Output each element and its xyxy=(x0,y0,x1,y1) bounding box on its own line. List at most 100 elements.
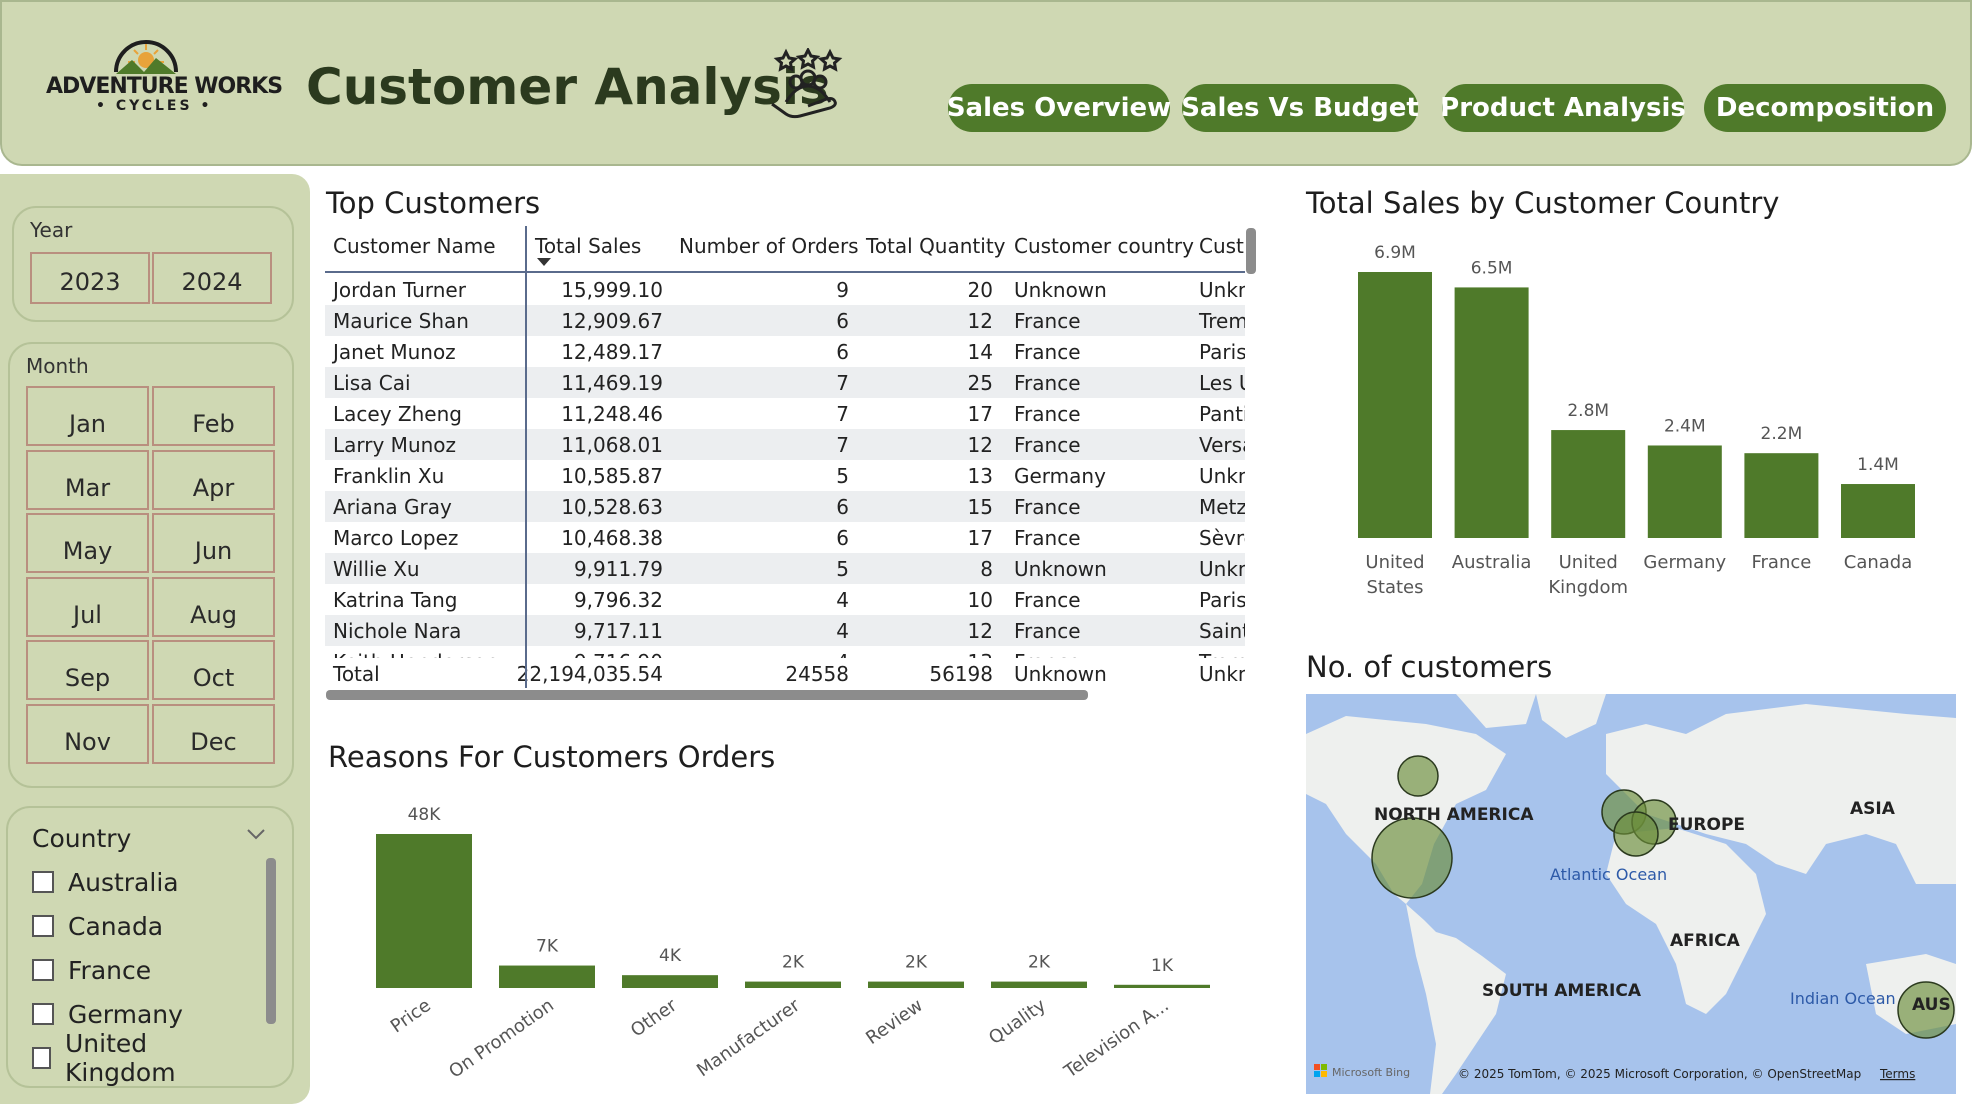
month-tile-sep[interactable]: Sep xyxy=(26,640,149,700)
column-header-number-of-orders[interactable]: Number of Orders xyxy=(679,234,859,258)
cell-total-sales: 12,489.17 xyxy=(561,340,663,364)
country-slicer-title: Country xyxy=(32,824,132,853)
table-horizontal-scrollbar[interactable] xyxy=(326,690,1088,700)
table-row[interactable]: Lisa Cai 11,469.19 7 25 France Les U xyxy=(325,367,1245,398)
checkbox[interactable] xyxy=(32,871,54,893)
country-option-australia[interactable]: Australia xyxy=(32,860,232,904)
cell-customer-country: Germany xyxy=(1014,464,1106,488)
cell-customer-name: Ariana Gray xyxy=(333,495,452,519)
column-header-total-quantity[interactable]: Total Quantity xyxy=(866,234,1006,258)
order-reasons-card xyxy=(312,728,1276,1104)
bar-canada[interactable] xyxy=(1841,484,1915,538)
column-header-total-sales[interactable]: Total Sales xyxy=(535,234,642,258)
cell-number-of-orders: 7 xyxy=(836,371,849,395)
cell-number-of-orders: 7 xyxy=(836,433,849,457)
bar-germany[interactable] xyxy=(1647,445,1722,538)
checkbox[interactable] xyxy=(32,1047,51,1069)
month-tile-nov[interactable]: Nov xyxy=(26,703,149,764)
year-tile-2024[interactable]: 2024 xyxy=(152,252,272,304)
country-option-germany[interactable]: Germany xyxy=(32,992,232,1036)
map-label-africa: AFRICA xyxy=(1670,931,1741,951)
checkbox[interactable] xyxy=(32,959,54,981)
bar-quality[interactable] xyxy=(991,981,1087,988)
table-row[interactable]: Willie Xu 9,911.79 5 8 Unknown Unkn xyxy=(325,553,1245,584)
month-tile-jan[interactable]: Jan xyxy=(26,386,149,446)
country-option-label: United Kingdom xyxy=(64,1029,176,1087)
table-row[interactable]: Larry Munoz 11,068.01 7 12 France Versa xyxy=(325,429,1245,460)
bar-television-a-[interactable] xyxy=(1114,984,1210,988)
cell-total-quantity: 17 xyxy=(967,526,993,550)
column-header-customer-city[interactable]: Custo xyxy=(1199,234,1245,258)
table-row[interactable]: Maurice Shan 12,909.67 6 12 France Trem xyxy=(325,305,1245,336)
table-row[interactable]: Marco Lopez 10,468.38 6 17 France Sèvre xyxy=(325,522,1245,553)
checkbox[interactable] xyxy=(32,1003,54,1025)
column-header-customer-name[interactable]: Customer Name xyxy=(333,234,496,258)
country-option-france[interactable]: France xyxy=(32,948,232,992)
cell-customer-name: Willie Xu xyxy=(333,557,420,581)
cell-customer-country: France xyxy=(1014,402,1081,426)
table-vertical-scrollbar[interactable] xyxy=(1246,228,1256,274)
month-tile-mar[interactable]: Mar xyxy=(26,449,149,510)
month-tile-may[interactable]: May xyxy=(26,513,149,573)
cell-total-sales: 11,469.19 xyxy=(561,371,663,395)
table-row[interactable]: Katrina Tang 9,796.32 4 10 France Paris xyxy=(325,584,1245,615)
nav-decomposition-button[interactable]: Decomposition xyxy=(1704,84,1946,132)
table-row[interactable]: Franklin Xu 10,585.87 5 13 Germany Unkn xyxy=(325,460,1245,491)
map-terms-link[interactable]: Terms xyxy=(1879,1067,1915,1081)
month-tile-dec[interactable]: Dec xyxy=(152,703,275,764)
table-row[interactable]: Keith Henderson9,716.90413 France Trem xyxy=(325,646,1245,658)
table-row[interactable]: Lacey Zheng 11,248.46 7 17 France Panti xyxy=(325,398,1245,429)
nav-product-analysis-button[interactable]: Product Analysis xyxy=(1440,84,1686,132)
month-tile-apr[interactable]: Apr xyxy=(152,449,275,510)
map-label-north-america: NORTH AMERICA xyxy=(1374,805,1534,825)
cell-customer-city: Trem xyxy=(1199,650,1245,658)
country-option-united-kingdom[interactable]: United Kingdom xyxy=(32,1029,232,1087)
cell-total-sales: 10,528.63 xyxy=(561,495,663,519)
checkbox[interactable] xyxy=(32,915,54,937)
cell-customer-city: Metz xyxy=(1199,495,1245,519)
month-tile-jul[interactable]: Jul xyxy=(26,576,149,637)
country-option-canada[interactable]: Canada xyxy=(32,904,232,948)
month-tile-feb[interactable]: Feb xyxy=(152,386,275,446)
country-option-label: Australia xyxy=(68,867,179,897)
nav-sales-vs-budget-button[interactable]: Sales Vs Budget xyxy=(1181,84,1419,132)
cell-customer-country: France xyxy=(1014,526,1081,550)
month-tile-oct[interactable]: Oct xyxy=(152,640,275,700)
chevron-down-icon[interactable] xyxy=(246,828,266,842)
customers-rating-icon xyxy=(771,48,843,119)
table-row[interactable]: Jordan Turner 15,999.10 9 20 Unknown Unkn xyxy=(325,274,1245,305)
table-row[interactable]: Ariana Gray 10,528.63 6 15 France Metz xyxy=(325,491,1245,522)
customers-map[interactable]: NORTH AMERICA EUROPE ASIA Atlantic Ocean… xyxy=(1306,694,1956,1094)
column-header-customer-country[interactable]: Customer country xyxy=(1014,234,1194,258)
map-label-south-america: SOUTH AMERICA xyxy=(1482,981,1642,1001)
year-slicer: Year 2023 2024 xyxy=(12,206,294,322)
table-body: Jordan Turner 15,999.10 9 20 Unknown Unkn Maur… xyxy=(325,274,1245,658)
month-tile-jun[interactable]: Jun xyxy=(152,513,275,573)
cell-customer-name: Marco Lopez xyxy=(333,526,459,550)
category-label: Review xyxy=(862,995,927,1049)
table-row[interactable]: Nichole Nara 9,717.11 4 12 France Saint xyxy=(325,615,1245,646)
bar-australia[interactable] xyxy=(1454,287,1529,538)
map-attribution[interactable]: © 2025 TomTom, © 2025 Microsoft Corporat… xyxy=(1458,1067,1861,1081)
bar-other[interactable] xyxy=(622,975,718,988)
year-tile-2023[interactable]: 2023 xyxy=(30,252,150,304)
bar-united-states[interactable] xyxy=(1358,272,1432,538)
cell-total-sales: 9,717.11 xyxy=(573,619,663,643)
table-row[interactable]: Janet Munoz 12,489.17 6 14 France Paris xyxy=(325,336,1245,367)
cell-customer-name: Janet Munoz xyxy=(333,340,456,364)
country-list-scrollbar[interactable] xyxy=(266,858,276,1024)
total-quantity: 56198 xyxy=(929,662,993,686)
bar-on-promotion[interactable] xyxy=(499,965,595,988)
bar-price[interactable] xyxy=(376,834,472,988)
bar-france[interactable] xyxy=(1744,453,1819,538)
map-label-asia: ASIA xyxy=(1850,799,1896,819)
cell-customer-name: Lacey Zheng xyxy=(333,402,462,426)
bar-manufacturer[interactable] xyxy=(745,981,841,988)
bar-united-kingdom[interactable] xyxy=(1551,430,1626,538)
nav-sales-overview-button[interactable]: Sales Overview xyxy=(947,84,1171,132)
category-label: Quality xyxy=(985,995,1050,1049)
map-label-indian-ocean: Indian Ocean xyxy=(1790,989,1896,1008)
bar-review[interactable] xyxy=(868,981,964,988)
month-tile-aug[interactable]: Aug xyxy=(152,576,275,637)
cell-number-of-orders: 6 xyxy=(836,340,849,364)
